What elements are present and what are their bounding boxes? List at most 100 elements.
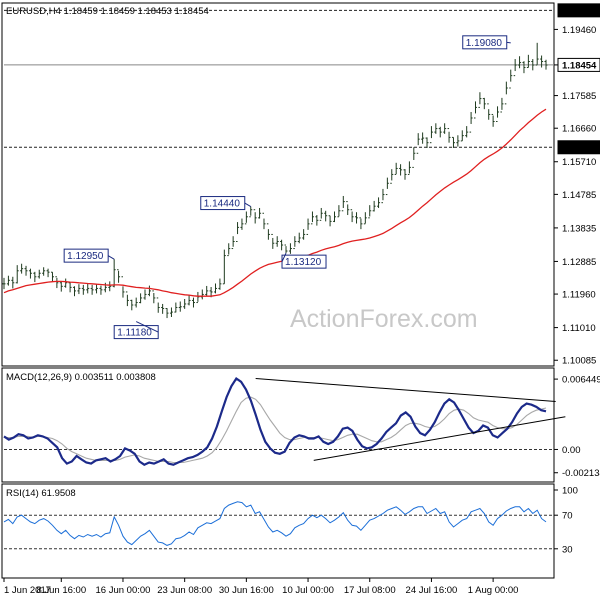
candle [491,113,495,127]
candle [28,268,32,279]
x-axis-label: 16 Jun 00:00 [96,585,151,596]
candle [377,197,381,208]
candle [399,164,403,176]
macd-axis-label: -0.002134 [562,468,600,479]
price-axis-label: 1.16660 [562,124,596,135]
candle [355,212,359,224]
candle [262,212,266,230]
rsi-axis-label: 30 [562,544,573,555]
candle [438,126,442,138]
candle [68,282,72,293]
candle [2,277,6,290]
x-axis-label: 30 Jun 16:00 [219,585,274,596]
candle [478,92,482,108]
candle [469,111,473,133]
macd-trendline-1 [313,416,566,461]
candle [412,147,416,168]
x-axis-label: 23 Jun 08:00 [157,585,212,596]
price-annotation: 1.11180 [113,321,159,340]
candle [227,243,231,257]
candle [37,269,41,279]
candle [6,275,10,286]
candle [522,61,526,74]
macd-header: MACD(12,26,9) 0.003511 0.003808 [6,372,156,383]
candle [346,201,350,216]
candle [381,188,385,204]
level-label: 1.16120 [562,143,596,154]
candle [266,223,270,240]
candle [236,222,240,242]
candle [169,307,173,318]
candle [253,209,257,224]
candle [434,123,438,134]
candle [451,136,455,148]
price-axis-label: 1.10085 [562,356,596,367]
level-label: 1.18454 [562,60,597,71]
annotation-label: 1.11180 [117,328,152,339]
price-axis-label: 1.12885 [562,257,596,268]
price-axis-label: 1.13835 [562,223,596,234]
annotation-connector [135,321,159,333]
candle [178,301,182,312]
rsi-header: RSI(14) 61.9508 [6,488,76,499]
candle [50,271,54,282]
candle [249,206,253,218]
candle [443,123,447,134]
candle [218,278,222,290]
candle [161,303,165,314]
candle [240,218,244,230]
candle [359,217,363,230]
rsi-axis-label: 100 [562,486,578,497]
candle [73,286,77,297]
candle [42,267,46,276]
candle [416,133,420,154]
candle [456,135,460,147]
candle [328,215,332,227]
candle [183,299,187,309]
candle [15,265,19,284]
x-axis-label: 1 Jun 2017 [4,585,51,596]
x-axis-label: 17 Jul 08:00 [344,585,396,596]
candle [64,278,68,288]
candle [363,212,367,225]
candle [535,42,539,66]
annotation-connector [281,252,287,262]
candle [337,205,341,218]
candle [134,297,138,308]
candle [165,308,169,319]
candle [513,59,517,77]
candle [108,281,112,292]
candle [350,209,354,223]
annotation-connector [506,41,511,44]
chart-marks: 1.19460 1.17585 1.16660 1.15710 1.14785 1.138… [2,3,600,596]
candle [310,211,314,225]
candle [11,276,15,289]
candle [231,236,235,250]
candle [306,218,310,235]
candle [544,59,548,70]
annotation-connector [107,255,115,260]
candle [385,177,389,196]
candle [187,295,191,306]
candle [421,132,425,144]
annotation-label: 1.14440 [204,199,241,210]
price-axis-label: 1.11960 [562,290,596,301]
price-axis-label: 1.17585 [562,91,596,102]
macd-main-line [3,376,547,466]
macd-panel: MACD(12,26,9) 0.003511 0.003808 [1,367,555,483]
candle [473,101,477,119]
candle [315,215,319,226]
candle [156,297,160,313]
level-label: 1.20000 [562,6,596,17]
candle [531,59,535,71]
candle [81,284,85,295]
candle [500,97,504,113]
candle [465,126,469,138]
candle [403,169,407,180]
candle [222,249,226,285]
x-axis-label: 24 Jul 16:00 [406,585,458,596]
price-axis-label: 1.15710 [562,157,596,168]
candle [504,81,508,105]
candle [394,162,398,175]
